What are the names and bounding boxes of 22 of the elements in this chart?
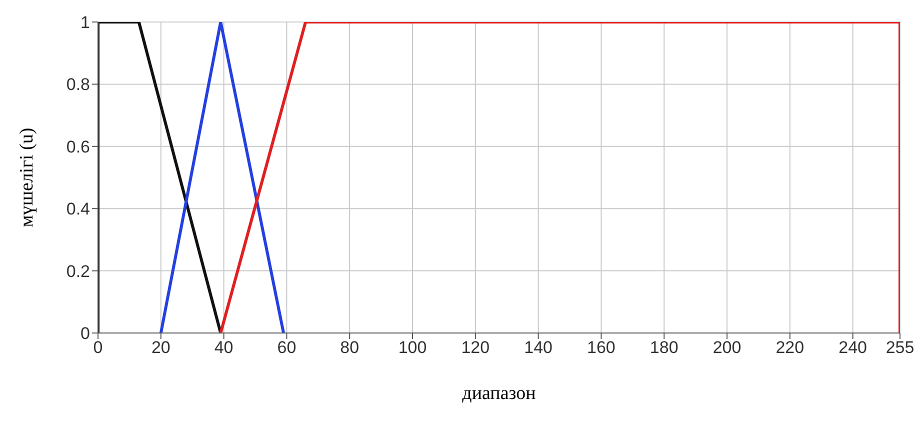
y-tick-label: 0.4 (66, 200, 90, 219)
y-tick-label: 0 (80, 324, 90, 344)
x-axis-title: диапазон (462, 383, 536, 404)
x-tick-label: 220 (776, 338, 804, 358)
x-tick-label: 255 (886, 338, 914, 358)
x-tick-label: 40 (214, 338, 234, 358)
x-tick-label: 20 (151, 338, 170, 358)
y-tick-label: 0.2 (66, 262, 90, 281)
x-tick-label: 240 (838, 338, 868, 358)
x-tick-label: 140 (524, 338, 552, 358)
x-tick-label: 120 (461, 338, 490, 358)
y-axis-title: мүшелігі (u) (16, 128, 38, 228)
x-tick-label: 0 (93, 338, 103, 358)
x-tick-label: 180 (650, 338, 678, 358)
x-tick-label: 100 (398, 338, 427, 358)
y-tick-label: 0.6 (66, 137, 90, 156)
x-tick-label: 160 (587, 338, 616, 358)
x-tick-label: 80 (340, 338, 360, 358)
y-tick-label: 1 (80, 13, 90, 32)
x-tick-label: 60 (277, 338, 296, 358)
y-tick-label: 0.8 (66, 75, 90, 94)
x-tick-label: 200 (712, 338, 742, 358)
